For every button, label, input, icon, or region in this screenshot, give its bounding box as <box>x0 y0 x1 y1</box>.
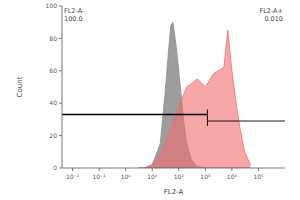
y-tick <box>59 168 62 169</box>
y-tick <box>59 38 62 39</box>
y-tick-label: 20 <box>49 132 57 139</box>
y-tick <box>59 103 62 104</box>
x-tick-label: 10³ <box>200 173 211 180</box>
y-tick <box>59 6 62 7</box>
x-tick <box>72 168 73 171</box>
y-tick-label: 80 <box>49 35 57 42</box>
x-tick <box>125 168 126 171</box>
x-tick-label: 10⁴ <box>227 173 238 180</box>
x-tick-label: 10⁵ <box>253 173 264 180</box>
y-tick-label: 60 <box>49 67 57 74</box>
x-axis <box>62 168 285 169</box>
histogram-area <box>138 22 250 168</box>
x-tick <box>99 168 100 171</box>
x-tick <box>152 168 153 171</box>
x-tick <box>258 168 259 171</box>
gate-end <box>207 116 208 126</box>
x-tick-label: 10¹ <box>147 173 158 180</box>
y-tick <box>59 135 62 136</box>
plot-area <box>138 22 250 168</box>
histogram-area <box>138 30 250 168</box>
y-axis-label: Count <box>16 76 24 97</box>
y-tick-label: 100 <box>46 2 58 9</box>
x-tick <box>205 168 206 171</box>
gate-line <box>62 114 207 116</box>
chart: FL2-A-100.0 FL2-A+0.010 0 20 40 60 80 100 10⁻² 10… <box>0 0 300 200</box>
histogram-outline <box>138 22 250 168</box>
y-axis <box>62 6 63 168</box>
x-tick <box>178 168 179 171</box>
y-tick-label: 0 <box>53 164 57 171</box>
x-axis-label: FL2-A <box>164 188 184 196</box>
gate-percent: 0.010 <box>264 15 283 23</box>
x-tick <box>231 168 232 171</box>
y-tick-label: 40 <box>49 99 57 106</box>
x-tick-label: 10⁻¹ <box>93 173 107 180</box>
y-tick <box>59 70 62 71</box>
x-tick-label: 10⁻² <box>66 173 80 180</box>
gate-label: FL2-A- <box>64 7 85 15</box>
gate-label: FL2-A+ <box>259 7 283 15</box>
x-tick-label: 10² <box>174 173 185 180</box>
histogram-outline <box>138 30 250 168</box>
x-tick-label: 10⁰ <box>121 173 132 180</box>
gate-percent: 100.0 <box>64 15 83 23</box>
gate-line <box>207 121 285 122</box>
